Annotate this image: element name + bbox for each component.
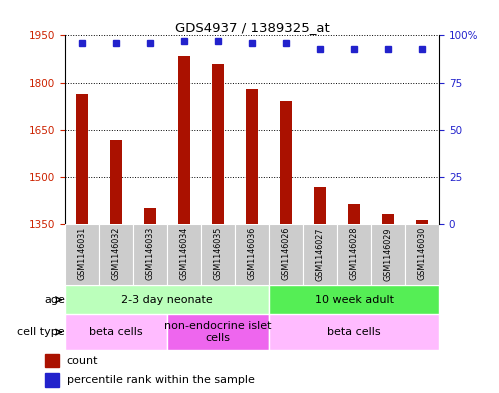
Bar — [99, 224, 133, 285]
Bar — [201, 224, 235, 285]
Text: count: count — [67, 356, 98, 366]
Bar — [65, 224, 99, 285]
Bar — [280, 101, 292, 224]
Bar — [303, 224, 337, 285]
Text: GSM1146029: GSM1146029 — [384, 227, 393, 281]
Bar — [246, 90, 258, 224]
Bar — [65, 314, 167, 350]
Text: GSM1146028: GSM1146028 — [350, 227, 359, 281]
Bar — [382, 214, 394, 224]
Bar — [44, 354, 59, 367]
Text: GSM1146036: GSM1146036 — [248, 227, 256, 280]
Bar — [371, 224, 405, 285]
Bar — [269, 285, 439, 314]
Bar — [269, 314, 439, 350]
Bar — [167, 224, 201, 285]
Bar — [416, 220, 428, 224]
Text: age: age — [44, 295, 65, 305]
Text: GSM1146031: GSM1146031 — [77, 227, 86, 280]
Bar — [212, 64, 224, 224]
Bar — [110, 140, 122, 224]
Text: GSM1146034: GSM1146034 — [180, 227, 189, 280]
Bar — [133, 224, 167, 285]
Text: cell type: cell type — [17, 327, 65, 337]
Text: GSM1146032: GSM1146032 — [111, 227, 120, 281]
Text: GSM1146033: GSM1146033 — [145, 227, 154, 280]
Text: 10 week adult: 10 week adult — [314, 295, 394, 305]
Bar — [235, 224, 269, 285]
Bar — [405, 224, 439, 285]
Bar — [144, 208, 156, 224]
Text: GSM1146027: GSM1146027 — [315, 227, 324, 281]
Text: percentile rank within the sample: percentile rank within the sample — [67, 375, 254, 386]
Bar — [178, 56, 190, 224]
Text: GSM1146026: GSM1146026 — [281, 227, 290, 281]
Text: GSM1146030: GSM1146030 — [418, 227, 427, 280]
Bar — [314, 187, 326, 224]
Bar — [167, 314, 269, 350]
Text: GSM1146035: GSM1146035 — [214, 227, 223, 281]
Bar — [348, 204, 360, 224]
Bar — [44, 373, 59, 387]
Text: beta cells: beta cells — [89, 327, 143, 337]
Bar — [76, 94, 88, 224]
Text: 2-3 day neonate: 2-3 day neonate — [121, 295, 213, 305]
Bar — [337, 224, 371, 285]
Title: GDS4937 / 1389325_at: GDS4937 / 1389325_at — [175, 21, 329, 34]
Bar — [65, 285, 269, 314]
Bar — [269, 224, 303, 285]
Text: beta cells: beta cells — [327, 327, 381, 337]
Text: non-endocrine islet
cells: non-endocrine islet cells — [164, 321, 272, 343]
